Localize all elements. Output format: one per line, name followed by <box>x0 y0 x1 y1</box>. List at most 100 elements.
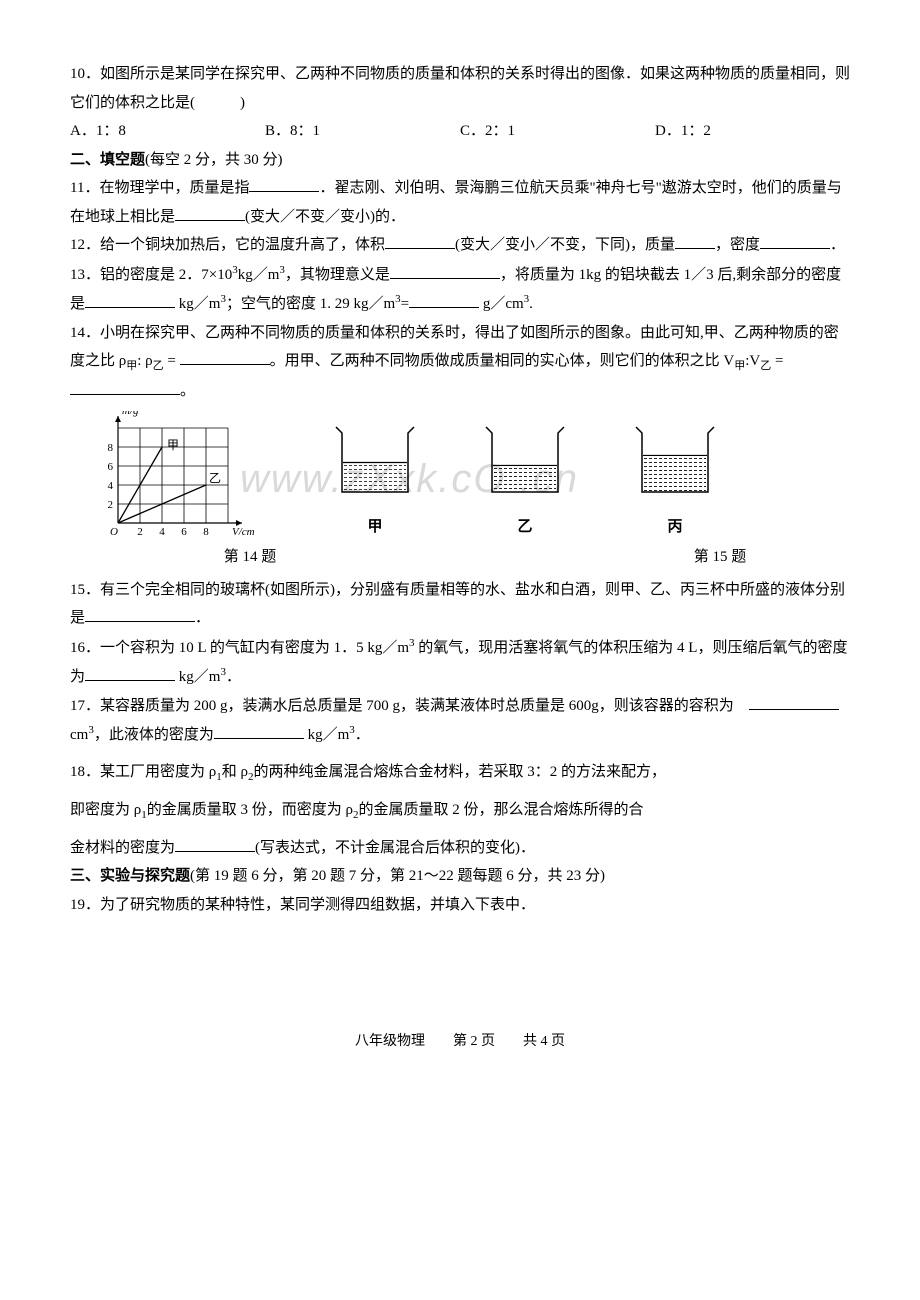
page-footer: 八年级物理 第 2 页 共 4 页 <box>70 1029 850 1056</box>
q17-blank-2[interactable] <box>214 723 304 739</box>
beaker-jia: 甲 <box>330 417 420 541</box>
q14-f: = <box>771 353 783 369</box>
q14-e: :V <box>745 353 760 369</box>
section-3-note: (第 19 题 6 分，第 20 题 7 分，第 21～22 题每题 6 分，共… <box>190 868 605 884</box>
q15-beakers: 甲 乙 丙 <box>330 417 720 541</box>
q17-b: cm <box>70 727 88 743</box>
q11-blank-2[interactable] <box>175 205 245 221</box>
q13-f: ；空气的密度 1. 29 kg／m <box>226 296 395 312</box>
q18-blank-1[interactable] <box>175 836 255 852</box>
q19: 19．为了研究物质的某种特性，某同学测得四组数据，并填入下表中． <box>70 891 850 920</box>
q18-d: 即密度为 ρ <box>70 802 141 818</box>
svg-text:乙: 乙 <box>209 471 221 485</box>
q10-text: 10．如图所示是某同学在探究甲、乙两种不同物质的质量和体积的关系时得出的图像．如… <box>70 60 850 117</box>
q16-a: 16．一个容积为 10 L 的气缸内有密度为 1．5 kg／m <box>70 640 409 656</box>
q13-i: . <box>529 296 533 312</box>
q14-dsub: 甲 <box>734 360 745 372</box>
svg-text:8: 8 <box>203 526 209 538</box>
q18-c: 的两种纯金属混合熔炼合金材料，若采取 3：2 的方法来配方， <box>254 764 667 780</box>
q13-e: kg／m <box>175 296 220 312</box>
q17-e: ． <box>355 727 370 743</box>
q10-opt-a[interactable]: A．1：8 <box>70 117 265 146</box>
q18-b: 和 ρ <box>222 764 248 780</box>
q14-blank-1[interactable] <box>180 349 270 365</box>
q14-blank-2[interactable] <box>70 379 180 395</box>
q11-a: 11．在物理学中，质量是指 <box>70 180 249 196</box>
section-3-title: 三、实验与探究题 <box>70 868 190 884</box>
q16-d: ． <box>226 669 241 685</box>
beaker-label-2: 丙 <box>630 513 720 542</box>
q18-l2: 即密度为 ρ1的金属质量取 3 份，而密度为 ρ2的金属质量取 2 份，那么混合… <box>70 796 850 826</box>
footer-a: 八年级物理 <box>355 1034 425 1049</box>
q14: 14．小明在探究甲、乙两种不同物质的质量和体积的关系时，得出了如图所示的图象。由… <box>70 319 850 406</box>
q10-options: A．1：8 B．8：1 C．2：1 D．1：2 <box>70 117 850 146</box>
q13-b: kg／m <box>238 267 280 283</box>
beaker-yi: 乙 <box>480 417 570 541</box>
q14-c: = <box>164 353 180 369</box>
q18-a: 18．某工厂用密度为 ρ <box>70 764 216 780</box>
q18-l1: 18．某工厂用密度为 ρ1和 ρ2的两种纯金属混合熔炼合金材料，若采取 3：2 … <box>70 758 850 788</box>
q12-b: (变大／变小／不变，下同)，质量 <box>455 237 675 253</box>
svg-text:O: O <box>110 526 118 538</box>
q18-h: (写表达式，不计金属混合后体积的变化)． <box>255 840 535 856</box>
q13-blank-1[interactable] <box>390 263 500 279</box>
q12-blank-1[interactable] <box>385 233 455 249</box>
caption-15: 第 15 题 <box>430 543 850 572</box>
q10-opt-b[interactable]: B．8：1 <box>265 117 460 146</box>
q17-blank-1[interactable] <box>749 694 839 710</box>
figures-row: 24682468Om/gV/cm3甲乙 甲 乙 丙 <box>90 411 850 541</box>
svg-text:6: 6 <box>181 526 187 538</box>
q14-g: 。 <box>180 383 195 399</box>
q13-blank-3[interactable] <box>409 292 479 308</box>
section-3-header: 三、实验与探究题(第 19 题 6 分，第 20 题 7 分，第 21～22 题… <box>70 862 850 891</box>
q18-f: 的金属质量取 2 份，那么混合熔炼所得的合 <box>359 802 644 818</box>
q14-chart: 24682468Om/gV/cm3甲乙 <box>90 411 260 541</box>
footer-b: 第 2 页 <box>453 1034 495 1049</box>
q17: 17．某容器质量为 200 g，装满水后总质量是 700 g，装满某液体时总质量… <box>70 692 850 750</box>
svg-text:4: 4 <box>159 526 165 538</box>
q12-c: ，密度 <box>715 237 760 253</box>
q16: 16．一个容积为 10 L 的气缸内有密度为 1．5 kg／m3 的氧气，现用活… <box>70 633 850 692</box>
q15: 15．有三个完全相同的玻璃杯(如图所示)，分别盛有质量相等的水、盐水和白酒，则甲… <box>70 576 850 633</box>
q14-b: : ρ <box>137 353 152 369</box>
caption-14: 第 14 题 <box>70 543 430 572</box>
q12: 12．给一个铜块加热后，它的温度升高了，体积 (变大／变小／不变，下同)，质量 ，密… <box>70 231 850 260</box>
q16-c: kg／m <box>175 669 220 685</box>
svg-text:2: 2 <box>137 526 143 538</box>
q10-opt-c[interactable]: C．2：1 <box>460 117 655 146</box>
q18-g: 金材料的密度为 <box>70 840 175 856</box>
q16-blank-1[interactable] <box>85 665 175 681</box>
svg-text:2: 2 <box>108 499 114 511</box>
svg-text:4: 4 <box>108 480 114 492</box>
q18-e: 的金属质量取 3 份，而密度为 ρ <box>147 802 353 818</box>
q13-h: g／cm <box>479 296 524 312</box>
q15-blank-1[interactable] <box>85 606 195 622</box>
q13-blank-2[interactable] <box>85 292 175 308</box>
q17-d: kg／m <box>304 727 349 743</box>
q12-blank-2[interactable] <box>675 233 715 249</box>
section-2-title: 二、填空题 <box>70 152 145 168</box>
q12-blank-3[interactable] <box>760 233 830 249</box>
beaker-label-0: 甲 <box>330 513 420 542</box>
beaker-bing: 丙 <box>630 417 720 541</box>
fig-captions: 第 14 题 第 15 题 <box>70 543 850 572</box>
svg-text:V/cm: V/cm <box>232 526 255 538</box>
q14-d: 。用甲、乙两种不同物质做成质量相同的实心体，则它们的体积之比 V <box>270 353 735 369</box>
q14-bsub: 乙 <box>153 360 164 372</box>
q10-opt-d[interactable]: D．1：2 <box>655 117 850 146</box>
q14-asub: 甲 <box>126 360 137 372</box>
q11: 11．在物理学中，质量是指．翟志刚、刘伯明、景海鹏三位航天员乘"神舟七号"遨游太… <box>70 174 850 231</box>
section-2-note: (每空 2 分，共 30 分) <box>145 152 283 168</box>
q17-c: ，此液体的密度为 <box>94 727 214 743</box>
q12-d: ． <box>830 237 845 253</box>
svg-text:8: 8 <box>108 442 114 454</box>
q12-a: 12．给一个铜块加热后，它的温度升高了，体积 <box>70 237 385 253</box>
beaker-label-1: 乙 <box>480 513 570 542</box>
q13-c: ，其物理意义是 <box>285 267 390 283</box>
section-2-header: 二、填空题(每空 2 分，共 30 分) <box>70 146 850 175</box>
q11-blank-1[interactable] <box>249 176 319 192</box>
q15-b: ． <box>195 610 210 626</box>
q13: 13．铝的密度是 2．7×103kg／m3，其物理意义是，将质量为 1kg 的铝… <box>70 260 850 319</box>
q17-a: 17．某容器质量为 200 g，装满水后总质量是 700 g，装满某液体时总质量… <box>70 698 749 714</box>
q18-l3: 金材料的密度为 (写表达式，不计金属混合后体积的变化)． <box>70 834 850 863</box>
